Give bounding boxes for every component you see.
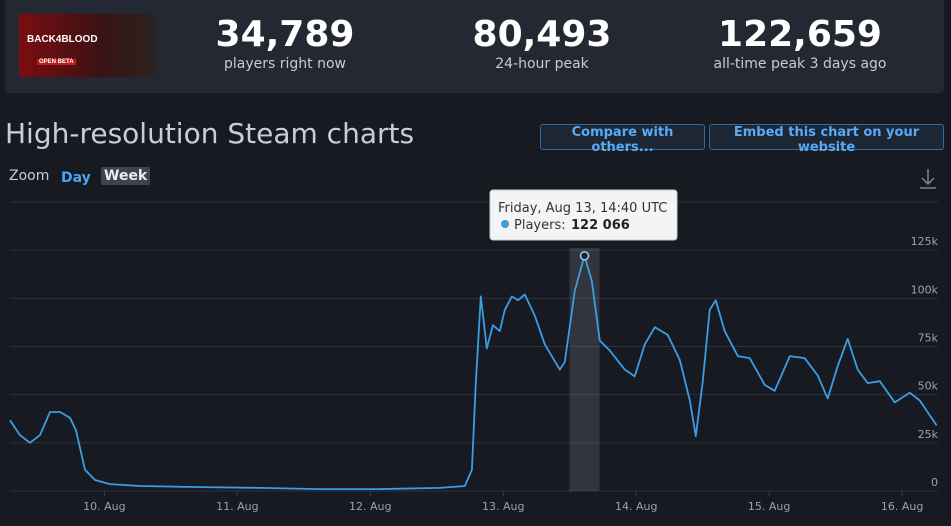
stat: 34,789 players right now (175, 14, 395, 72)
y-tick-label: 25k (918, 428, 939, 441)
y-tick-label: 125k (911, 235, 939, 248)
x-tick-label: 14. Aug (615, 500, 657, 513)
y-tick-label: 100k (911, 283, 939, 296)
zoom-day[interactable]: Day (61, 170, 91, 186)
stat-label: all-time peak 3 days ago (713, 56, 887, 72)
x-tick-label: 16. Aug (881, 500, 923, 513)
y-tick-label: 75k (918, 332, 939, 345)
tooltip-dot (501, 220, 509, 228)
game-logo[interactable]: BACK4BLOOD OPEN BETA (19, 14, 155, 77)
x-tick-label: 15. Aug (748, 500, 790, 513)
x-tick-label: 11. Aug (216, 500, 258, 513)
stats-bar (5, 0, 944, 93)
tooltip-title: Friday, Aug 13, 14:40 UTC (498, 201, 667, 216)
x-tick-label: 13. Aug (482, 500, 524, 513)
zoom-week[interactable]: Week (101, 167, 151, 185)
stat-label: players right now (224, 56, 346, 72)
tooltip-value: 122 066 (571, 218, 630, 233)
tooltip-label: Players: (514, 218, 566, 233)
line (9, 254, 938, 490)
stat: 122,659 all-time peak 3 days ago (690, 14, 910, 72)
hover-band (569, 248, 600, 491)
stat: 80,493 24-hour peak (432, 14, 652, 72)
y-tick-label: 0 (931, 476, 938, 489)
compare-button[interactable]: Compare with others... (540, 124, 705, 155)
tooltip: Friday, Aug 13, 14:40 UTC Players: 122 066 (489, 189, 678, 241)
stat-label: 24-hour peak (495, 56, 589, 72)
stat-value: 80,493 (472, 14, 612, 55)
logo-badge: OPEN BETA (37, 59, 76, 65)
stat-value: 122,659 (718, 14, 882, 55)
zoom-label: Zoom (9, 168, 50, 184)
logo-title: BACK4BLOOD (27, 34, 98, 45)
hover-point (579, 251, 590, 261)
stat-value: 34,789 (215, 14, 355, 55)
x-tick-label: 12. Aug (349, 500, 391, 513)
y-tick-label: 50k (918, 380, 939, 393)
page-title: High-resolution Steam charts (5, 117, 415, 150)
download-icon[interactable] (920, 169, 936, 189)
tooltip-box (489, 189, 678, 241)
embed-button[interactable]: Embed this chart on your website (709, 124, 944, 155)
x-tick-label: 10. Aug (83, 500, 125, 513)
